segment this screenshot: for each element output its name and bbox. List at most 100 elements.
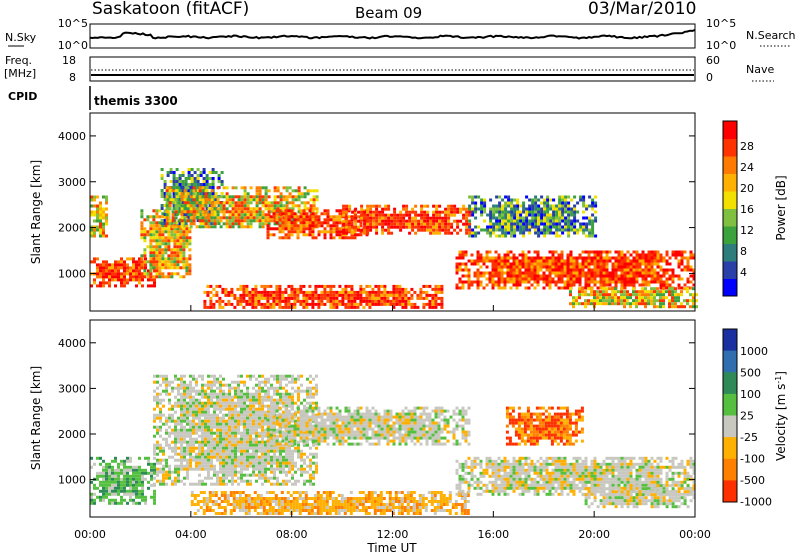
power-cell-8 [510,266,513,269]
velocity-cell-1 [222,432,225,435]
power-cell-7 [386,300,389,303]
power-cell-4 [244,219,247,222]
power-cell-6 [453,208,456,211]
power-cell-4 [316,195,319,198]
power-cell-7 [407,300,410,303]
power-cell-9 [549,199,552,202]
power-cell-7 [215,300,218,303]
power-cell-6 [468,211,471,214]
power-cell-0 [120,263,123,266]
power-cell-6 [435,214,438,217]
power-cell-9 [546,220,549,223]
power-cell-2 [164,251,167,254]
power-cell-8 [456,263,459,266]
velocity-cell-1 [159,414,162,417]
power-cell-7 [341,303,344,306]
power-cell-8 [609,260,612,263]
velocity-cell-1 [225,393,228,396]
power-cell-0 [117,263,120,266]
velocity-cell-1 [183,438,186,441]
power-cell-3 [173,180,176,183]
power-cell-8 [474,263,477,266]
power-cell-7 [344,306,347,309]
velocity-cell-0 [135,496,138,499]
velocity-cell-0 [138,496,141,499]
velocity-cell-1 [201,480,204,483]
velocity-cell-1 [207,468,210,471]
power-cell-2 [146,245,149,248]
power-cell-9 [543,235,546,238]
power-cell-7 [314,288,317,291]
velocity-cell-1 [156,471,159,474]
power-cell-9 [504,232,507,235]
power-cell-6 [360,208,363,211]
power-cell-4 [313,195,316,198]
power-cell-7 [329,303,332,306]
power-cell-2 [170,254,173,257]
power-cell-5 [351,236,354,239]
velocity-cell-1 [201,396,204,399]
velocity-cell-1 [189,420,192,423]
power-cell-4 [259,216,262,219]
power-cell-8 [660,254,663,257]
velocity-cell-0 [135,475,138,478]
power-cell-0 [126,272,129,275]
power-cell-3 [206,177,209,180]
power-cell-1 [99,214,102,217]
power-cell-4 [259,213,262,216]
power-cell-10 [587,293,590,296]
power-cell-8 [621,254,624,257]
power-cell-0 [144,257,147,260]
velocity-cell-1 [252,393,255,396]
velocity-cell-1 [243,441,246,444]
power-cell-8 [474,281,477,284]
power-cell-8 [528,263,531,266]
velocity-cell-1 [159,429,162,432]
power-cell-8 [630,284,633,287]
power-cell-5 [327,224,330,227]
power-cell-8 [624,254,627,257]
power-cell-8 [546,263,549,266]
power-cell-4 [250,198,253,201]
power-cell-4 [229,219,232,222]
power-cell-0 [123,278,126,281]
power-cell-8 [600,269,603,272]
velocity-cell-1 [183,456,186,459]
velocity-cell-1 [228,408,231,411]
velocity-cell-1 [258,444,261,447]
velocity-cell-1 [249,417,252,420]
velocity-cell-1 [207,462,210,465]
velocity-cell-1 [162,465,165,468]
power-cell-10 [590,290,593,293]
power-cell-9 [498,208,501,211]
power-cell-8 [654,278,657,281]
power-cell-8 [477,254,480,257]
velocity-cell-0 [147,481,150,484]
power-cell-8 [495,284,498,287]
power-cell-9 [555,211,558,214]
velocity-cell-1 [174,426,177,429]
power-cell-4 [256,207,259,210]
power-cell-9 [468,220,471,223]
velocity-cell-1 [183,393,186,396]
power-cell-9 [474,211,477,214]
power-cell-8 [543,263,546,266]
velocity-cell-1 [210,426,213,429]
power-cell-8 [630,266,633,269]
power-cell-9 [489,232,492,235]
power-cell-4 [202,201,205,204]
power-cell-4 [193,222,196,225]
power-cell-4 [235,219,238,222]
velocity-cell-1 [213,417,216,420]
power-cell-7 [350,306,353,309]
velocity-cell-0 [129,475,132,478]
velocity-cell-1 [159,384,162,387]
power-cell-4 [214,210,217,213]
power-cell-8 [540,266,543,269]
power-cell-3 [185,180,188,183]
power-cell-8 [636,263,639,266]
power-cell-4 [199,225,202,228]
power-cell-4 [229,198,232,201]
velocity-cell-1 [249,447,252,450]
power-cell-8 [636,266,639,269]
